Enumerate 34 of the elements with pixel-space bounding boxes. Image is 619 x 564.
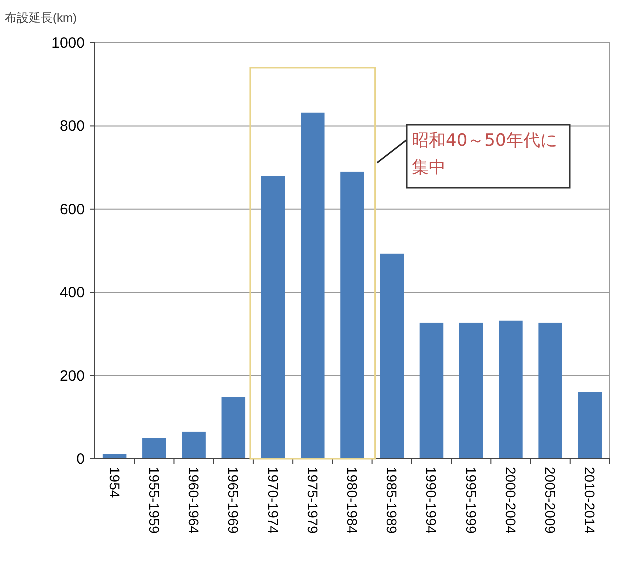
x-tick-label: 2010-2014 (582, 467, 598, 534)
bar (182, 432, 206, 459)
x-tick-label: 1960-1964 (186, 467, 202, 534)
x-tick-label: 1954 (106, 467, 123, 498)
bar (301, 112, 325, 459)
bar (420, 322, 444, 459)
x-tick-label: 1970-1974 (265, 467, 282, 534)
bar (459, 322, 484, 459)
x-tick-label: 1975-1979 (304, 467, 321, 534)
y-tick-label: 400 (60, 284, 85, 302)
y-axis-title: 布設延長(km) (5, 11, 77, 25)
bar (578, 392, 602, 459)
bar (142, 438, 166, 459)
bar (222, 397, 246, 459)
x-tick-label: 1985-1989 (384, 467, 400, 534)
x-tick-label: 2005-2009 (542, 467, 559, 534)
bar (380, 254, 404, 459)
x-tick-label: 1995-1999 (463, 467, 480, 534)
y-tick-label: 800 (60, 118, 85, 136)
callout: 昭和40～50年代に集中 (406, 124, 571, 189)
y-tick-label: 1000 (52, 35, 85, 52)
x-tick-label: 1955-1959 (146, 467, 162, 534)
x-tick-label: 1965-1969 (226, 467, 242, 534)
x-tick-label: 2000-2004 (502, 467, 519, 534)
y-tick-label: 200 (60, 368, 85, 385)
bar (499, 320, 523, 459)
y-tick-label: 0 (76, 451, 85, 468)
bar (538, 322, 562, 459)
annotation: 昭和40～50年代に集中 (412, 130, 558, 180)
y-tick-label: 600 (60, 201, 85, 218)
x-tick-label: 1980-1984 (344, 467, 360, 534)
bar (261, 176, 286, 459)
x-tick-label: 1990-1994 (424, 467, 440, 534)
bar (340, 172, 364, 459)
